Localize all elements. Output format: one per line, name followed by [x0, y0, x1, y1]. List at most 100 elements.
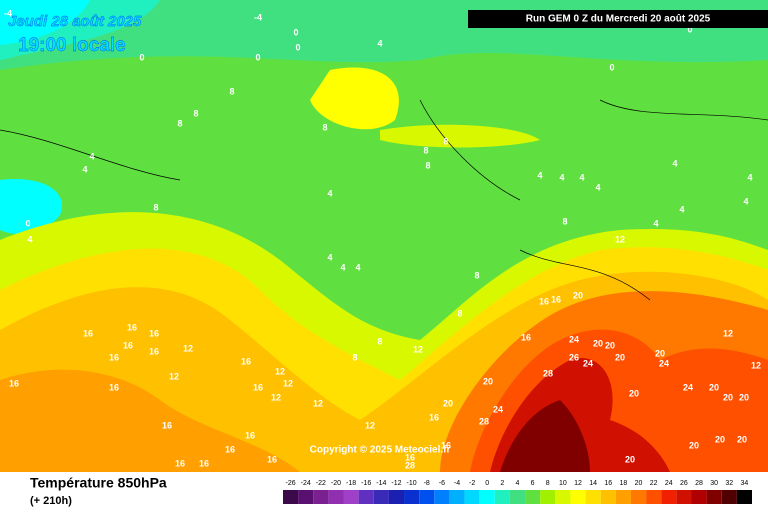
scale-label: -2	[469, 480, 475, 487]
contour-label: 26	[569, 352, 579, 362]
contour-label: 0	[609, 62, 614, 72]
scale-label: 2	[500, 480, 504, 487]
contour-label: 4	[747, 172, 752, 182]
contour-label: 12	[723, 328, 733, 338]
contour-label: 16	[521, 332, 531, 342]
scale-swatch	[736, 490, 752, 504]
contour-label: 28	[543, 368, 553, 378]
scale-label: -20	[331, 480, 341, 487]
color-scale: -26 -24 -22 -20 -18 -16 -14 -12 -10 -8 -6 -4 -2 0 2 4 6 8…	[283, 480, 752, 504]
contour-label: 4	[340, 262, 345, 272]
contour-label: 4	[355, 262, 360, 272]
contour-label: 24	[569, 334, 579, 344]
contour-label: 16	[162, 420, 172, 430]
contour-label: 16	[267, 454, 277, 464]
contour-label: 8	[443, 136, 448, 146]
contour-label: 16	[149, 346, 159, 356]
scale-label: 28	[695, 480, 703, 487]
scale-label: 32	[725, 480, 733, 487]
scale-swatch	[630, 490, 647, 504]
contour-label: 16	[127, 322, 137, 332]
contour-label: 16	[123, 340, 133, 350]
footer-title: Température 850hPa	[30, 475, 167, 491]
contour-label: 16	[539, 296, 549, 306]
contour-label: 4	[672, 158, 677, 168]
contour-label: 16	[109, 352, 119, 362]
contour-label: 16	[149, 328, 159, 338]
scale-label: -8	[424, 480, 430, 487]
scale-swatch	[555, 490, 571, 504]
scale-swatch	[661, 490, 677, 504]
contour-label: 16	[9, 378, 19, 388]
map-background	[0, 0, 768, 472]
contour-label: 16	[199, 458, 209, 468]
contour-label: 4	[653, 218, 658, 228]
contour-label: 20	[655, 348, 665, 358]
scale-label: -6	[439, 480, 445, 487]
scale-swatch	[676, 490, 692, 504]
scale-swatch	[494, 490, 510, 504]
scale-label: 6	[531, 480, 535, 487]
contour-label: 4	[537, 170, 542, 180]
scale-swatch	[313, 490, 329, 504]
scale-label: 26	[680, 480, 688, 487]
scale-swatch	[434, 490, 450, 504]
contour-label: 16	[441, 440, 451, 450]
scale-label: -16	[361, 480, 371, 487]
scale-swatch	[298, 490, 314, 504]
scale-label: -4	[454, 480, 460, 487]
contour-label: 4	[743, 196, 748, 206]
scale-swatch	[615, 490, 631, 504]
contour-label: 4	[327, 188, 332, 198]
run-info: Run GEM 0 Z du Mercredi 20 août 2025	[526, 14, 711, 25]
contour-label: 8	[153, 202, 158, 212]
contour-label: 0	[255, 52, 260, 62]
contour-label: 8	[423, 145, 428, 155]
contour-label: 12	[275, 366, 285, 376]
scale-label: -10	[407, 480, 417, 487]
contour-label: 12	[271, 392, 281, 402]
contour-label: 0	[25, 218, 30, 228]
contour-label: 20	[625, 454, 635, 464]
copyright: Copyright © 2025 Meteociel.fr	[310, 445, 451, 456]
contour-label: 8	[377, 336, 382, 346]
contour-label: 12	[283, 378, 293, 388]
contour-label: 12	[615, 234, 625, 244]
scale-swatch	[509, 490, 526, 504]
contour-label: 20	[605, 340, 615, 350]
valid-date: Jeudi 28 août 2025	[8, 13, 142, 30]
contour-label: 12	[365, 420, 375, 430]
scale-swatch	[328, 490, 344, 504]
scale-swatch	[600, 490, 616, 504]
scale-label: 18	[620, 480, 628, 487]
contour-label: 8	[425, 160, 430, 170]
scale-swatch	[404, 490, 420, 504]
contour-label: 20	[443, 398, 453, 408]
scale-label: 20	[635, 480, 643, 487]
scale-label: 12	[574, 480, 582, 487]
contour-label: 12	[413, 344, 423, 354]
contour-label: 16	[405, 452, 415, 462]
scale-swatch	[540, 490, 556, 504]
scale-label: 24	[665, 480, 673, 487]
scale-swatch	[691, 490, 707, 504]
contour-label: 16	[225, 444, 235, 454]
contour-label: 16	[429, 412, 439, 422]
contour-label: 16	[83, 328, 93, 338]
scale-label: 14	[589, 480, 597, 487]
scale-swatch	[464, 490, 480, 504]
scale-swatch	[449, 490, 465, 504]
contour-label: 24	[583, 358, 593, 368]
scale-swatch	[419, 490, 435, 504]
scale-label: 16	[604, 480, 612, 487]
contour-label: 0	[687, 24, 692, 34]
contour-label: 24	[683, 382, 693, 392]
scale-swatch	[706, 490, 722, 504]
contour-label: 4	[327, 252, 332, 262]
contour-label: 8	[193, 108, 198, 118]
contour-label: 8	[229, 86, 234, 96]
contour-label: 12	[313, 398, 323, 408]
contour-label: 4	[89, 151, 94, 161]
contour-label: 12	[169, 371, 179, 381]
